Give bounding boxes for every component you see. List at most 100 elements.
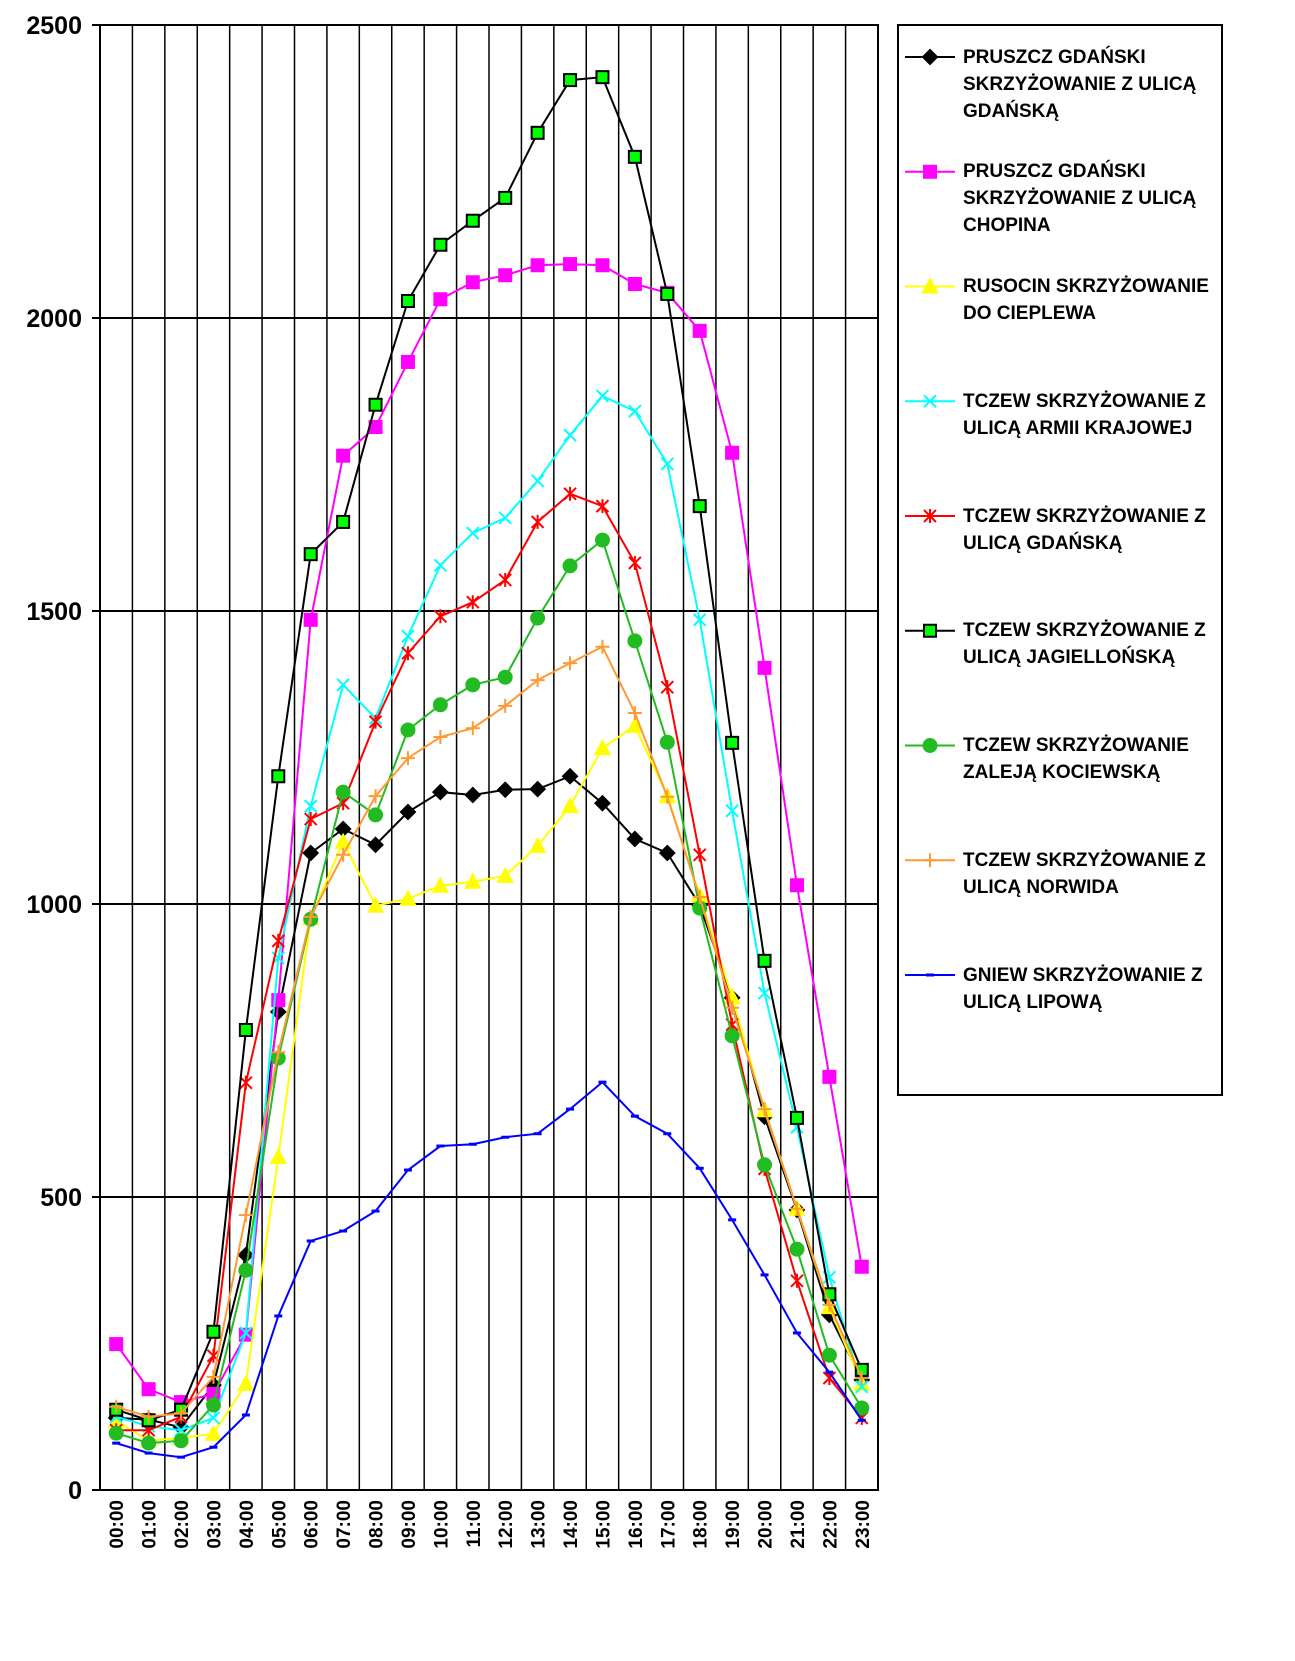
marker	[465, 213, 480, 228]
legend-label: TCZEW SKRZYŻOWANIE Z ULICĄ ARMII KRAJOWE…	[963, 390, 1206, 439]
legend-label: PRUSZCZ GDAŃSKI SKRZYŻOWANIE Z ULICĄ GDA…	[963, 46, 1197, 122]
marker	[401, 629, 415, 643]
marker	[660, 680, 674, 695]
x-tick-label: 20:00	[756, 1500, 777, 1549]
x-tick-label: 09:00	[399, 1500, 420, 1549]
marker	[530, 258, 545, 273]
marker	[692, 889, 707, 904]
x-tick-label: 07:00	[334, 1500, 355, 1549]
marker	[854, 1400, 870, 1416]
legend-label: TCZEW SKRZYŻOWANIE Z ULICĄ JAGIELLOŃSKĄ	[963, 620, 1206, 669]
marker	[400, 354, 415, 369]
marker	[923, 394, 937, 408]
marker	[757, 1102, 772, 1117]
marker	[302, 844, 320, 862]
marker	[433, 558, 448, 572]
marker	[498, 511, 512, 525]
marker	[923, 853, 937, 868]
marker	[725, 1000, 740, 1015]
marker	[854, 1259, 869, 1274]
marker	[141, 1409, 156, 1424]
x-tick-label: 06:00	[302, 1500, 323, 1549]
x-tick-label: 17:00	[658, 1500, 679, 1549]
series	[109, 389, 869, 1437]
marker	[626, 716, 644, 733]
marker	[205, 1397, 221, 1413]
marker	[724, 1028, 740, 1044]
marker	[465, 275, 480, 290]
marker	[109, 1337, 124, 1352]
x-tick-label: 10:00	[431, 1500, 452, 1549]
marker	[433, 237, 448, 252]
marker	[498, 572, 512, 587]
marker	[431, 876, 450, 893]
marker	[789, 878, 804, 893]
marker	[692, 499, 707, 514]
marker	[855, 1380, 869, 1394]
series-line	[115, 394, 863, 1432]
marker	[399, 803, 417, 821]
marker	[660, 457, 674, 471]
marker	[530, 673, 545, 688]
x-tick-label: 16:00	[626, 1500, 647, 1549]
marker	[271, 1045, 286, 1060]
marker	[464, 786, 482, 804]
marker	[368, 789, 383, 804]
marker	[400, 722, 416, 738]
x-tick-label: 00:00	[107, 1500, 128, 1549]
marker	[789, 1110, 804, 1125]
marker	[789, 1241, 805, 1257]
y-tick-label: 1500	[26, 598, 82, 626]
marker	[660, 286, 675, 301]
marker	[303, 547, 318, 562]
marker	[757, 953, 772, 968]
marker	[530, 474, 545, 488]
marker	[923, 623, 937, 638]
series-line	[115, 538, 863, 1445]
series-line	[115, 724, 863, 1442]
marker	[109, 1399, 124, 1414]
marker	[563, 656, 578, 671]
legend-label: RUSOCIN SKRZYŻOWANIE DO CIEPLEWA	[963, 276, 1209, 324]
marker	[336, 678, 350, 692]
x-tick-label: 18:00	[691, 1500, 712, 1549]
marker	[595, 70, 610, 85]
x-tick-label: 08:00	[367, 1500, 388, 1549]
marker	[595, 258, 610, 273]
marker	[530, 610, 546, 626]
series	[112, 1080, 866, 1459]
legend-label: TCZEW SKRZYŻOWANIE Z ULICĄ NORWIDA	[963, 849, 1206, 898]
marker	[173, 1433, 189, 1449]
x-tick-label: 01:00	[140, 1500, 161, 1549]
marker	[304, 812, 318, 827]
marker	[433, 609, 448, 624]
series	[109, 70, 869, 1428]
marker	[529, 780, 547, 798]
marker	[433, 292, 448, 307]
marker	[206, 1411, 221, 1425]
marker	[562, 558, 578, 574]
x-tick-label: 02:00	[172, 1500, 193, 1549]
marker	[367, 836, 384, 854]
marker	[693, 847, 707, 862]
marker	[595, 639, 610, 654]
marker	[303, 909, 318, 924]
marker	[659, 734, 675, 750]
marker	[595, 499, 610, 514]
y-tick-label: 500	[40, 1184, 82, 1212]
series	[109, 257, 869, 1410]
marker	[336, 448, 351, 463]
marker	[368, 807, 384, 823]
marker	[204, 1424, 223, 1441]
marker	[530, 514, 545, 529]
marker	[821, 1347, 837, 1363]
marker	[400, 294, 415, 309]
marker	[335, 784, 351, 800]
marker	[921, 48, 939, 66]
marker	[466, 526, 480, 540]
marker	[627, 277, 642, 292]
marker	[563, 428, 577, 442]
marker	[237, 1374, 255, 1391]
